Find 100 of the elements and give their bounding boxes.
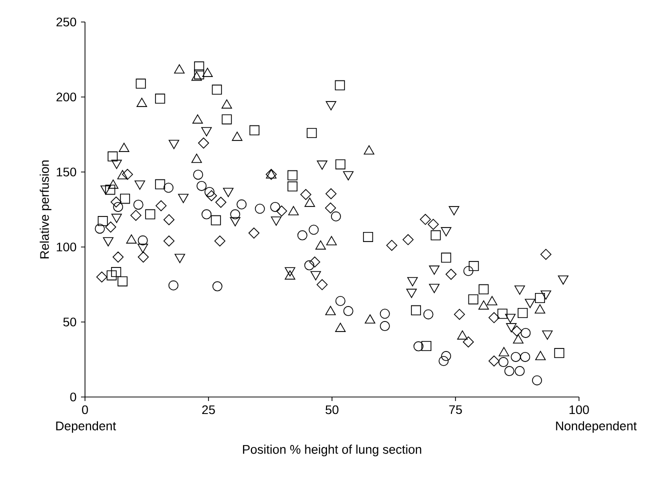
point: [156, 200, 167, 212]
point: [192, 114, 203, 124]
point: [330, 211, 341, 222]
point: [163, 182, 174, 193]
point: [468, 294, 478, 304]
point: [212, 84, 222, 95]
point: [230, 209, 240, 220]
point: [488, 312, 500, 324]
point: [102, 237, 114, 246]
point: [421, 341, 432, 351]
point: [168, 280, 178, 290]
point: [304, 198, 316, 207]
point: [98, 216, 108, 226]
point: [520, 352, 530, 362]
point: [462, 336, 474, 348]
point: [505, 314, 516, 324]
point: [117, 170, 128, 180]
point: [315, 240, 326, 250]
point: [163, 236, 174, 246]
point: [248, 228, 260, 239]
point: [518, 308, 528, 318]
point: [407, 277, 418, 286]
point: [402, 234, 414, 246]
point: [111, 267, 122, 278]
y-tick-label: 200: [56, 92, 76, 102]
point: [138, 235, 148, 246]
point: [428, 218, 439, 230]
point: [488, 356, 500, 366]
point: [468, 261, 479, 272]
point: [136, 98, 148, 107]
point: [126, 234, 137, 244]
point: [300, 189, 312, 200]
x-axis-title: Position % height of lung section: [243, 444, 422, 456]
point: [420, 214, 431, 225]
point: [520, 328, 531, 338]
point: [136, 78, 146, 89]
point: [210, 215, 221, 226]
point: [155, 179, 166, 190]
y-tick-label: 250: [56, 18, 76, 26]
point: [440, 227, 452, 236]
point: [214, 236, 226, 246]
point: [335, 159, 346, 170]
point: [108, 151, 118, 162]
point: [326, 188, 337, 200]
point: [222, 114, 232, 124]
point: [215, 196, 226, 208]
point: [386, 240, 398, 251]
point: [343, 306, 354, 316]
point: [194, 69, 204, 80]
point: [335, 296, 346, 306]
point: [413, 341, 424, 352]
point: [284, 267, 296, 276]
point: [446, 268, 457, 280]
point: [441, 351, 452, 362]
point: [155, 94, 166, 104]
point: [212, 281, 222, 292]
y-tick-label: 0: [70, 392, 76, 402]
point: [430, 230, 441, 240]
point: [406, 288, 417, 298]
point: [133, 200, 144, 210]
point: [196, 180, 207, 191]
point: [130, 210, 142, 221]
point: [122, 168, 133, 180]
point: [306, 128, 317, 138]
text: Nondependent: [556, 421, 637, 433]
point: [540, 248, 552, 260]
point: [506, 323, 517, 332]
point: [310, 271, 321, 280]
y-tick-label: 50: [63, 318, 76, 326]
y-tick-label: 100: [56, 242, 76, 252]
point: [540, 290, 552, 300]
point: [113, 202, 124, 212]
point: [174, 254, 186, 264]
point: [511, 326, 522, 336]
point: [429, 284, 440, 294]
x-tick-label: 50: [326, 405, 338, 414]
point: [454, 308, 465, 320]
point: [287, 170, 298, 180]
point: [112, 252, 124, 263]
point: [145, 209, 156, 220]
point: [429, 266, 440, 275]
point: [304, 260, 314, 270]
y-tick-label: 150: [56, 168, 76, 176]
point: [316, 279, 328, 290]
x-tick-label: 75: [449, 405, 462, 414]
point: [206, 190, 217, 202]
point: [254, 204, 265, 214]
point: [380, 321, 390, 332]
point: [193, 170, 204, 180]
point: [334, 80, 345, 90]
point: [191, 154, 202, 163]
point: [441, 252, 452, 263]
point: [510, 352, 521, 362]
point: [108, 180, 118, 189]
point: [111, 214, 122, 223]
point: [236, 199, 247, 210]
point: [288, 206, 299, 216]
point: [105, 222, 116, 233]
point: [110, 196, 122, 208]
point: [423, 309, 434, 320]
